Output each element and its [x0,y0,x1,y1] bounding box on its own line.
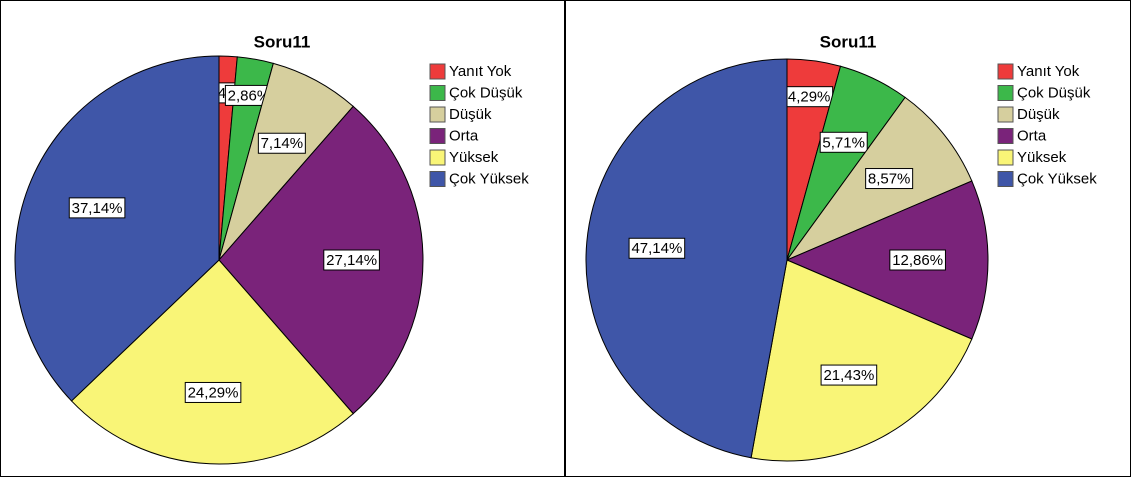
legend-swatch [997,85,1014,101]
data-label: 21,43% [823,367,874,384]
pie-slice [785,180,989,340]
label-box [820,364,878,386]
legend-label: Düşük [1017,106,1060,123]
legend-label: Çok Yüksek [449,170,529,187]
label-box [323,249,380,271]
label-box [184,381,242,403]
legend-swatch [997,171,1014,187]
legend-label: Yanıt Yok [1017,63,1080,80]
legend-swatch [429,85,446,101]
legend-label: Çok Düşük [449,84,523,101]
legend-label: Düşük [449,106,492,123]
legend-label: Çok Düşük [1017,84,1091,101]
data-label: 24,29% [188,384,239,401]
data-label: 5,71% [822,134,865,151]
legend-swatch [997,106,1014,123]
label-box [819,131,868,153]
data-label: 4,29% [788,89,831,106]
data-label: 27,14% [326,252,377,269]
legend-swatch [429,171,446,187]
label-box [628,237,686,259]
legend-label: Çok Yüksek [1017,170,1097,187]
chart-title: Soru11 [254,32,311,51]
legend-swatch [429,149,446,166]
data-label: 37,14% [72,200,123,217]
legend-swatch [997,128,1014,144]
label-box [889,249,946,271]
label-box [257,132,306,154]
pie-slice [585,58,788,459]
legend-label: Orta [449,127,479,144]
data-label: 47,14% [631,240,682,257]
data-label: 8,57% [868,171,911,188]
pie-slice [218,105,424,415]
legend-label: Yüksek [1017,149,1067,166]
legend-swatch [429,106,446,123]
chart-title: Soru11 [820,32,877,51]
legend-swatch [429,63,446,80]
legend-swatch [997,149,1014,166]
legend-label: Yüksek [449,149,499,166]
data-label: 2,86% [228,87,271,104]
data-label: 12,86% [892,252,943,269]
pie-slice [70,259,354,465]
data-label: 7,14% [261,135,304,152]
label-box [68,197,126,219]
pie-slice [750,259,973,462]
legend-swatch [429,128,446,144]
legend-label: Orta [1017,127,1047,144]
pie-slice [14,55,220,402]
legend-label: Yanıt Yok [449,63,512,80]
label-box [865,168,914,190]
legend-swatch [997,63,1014,80]
